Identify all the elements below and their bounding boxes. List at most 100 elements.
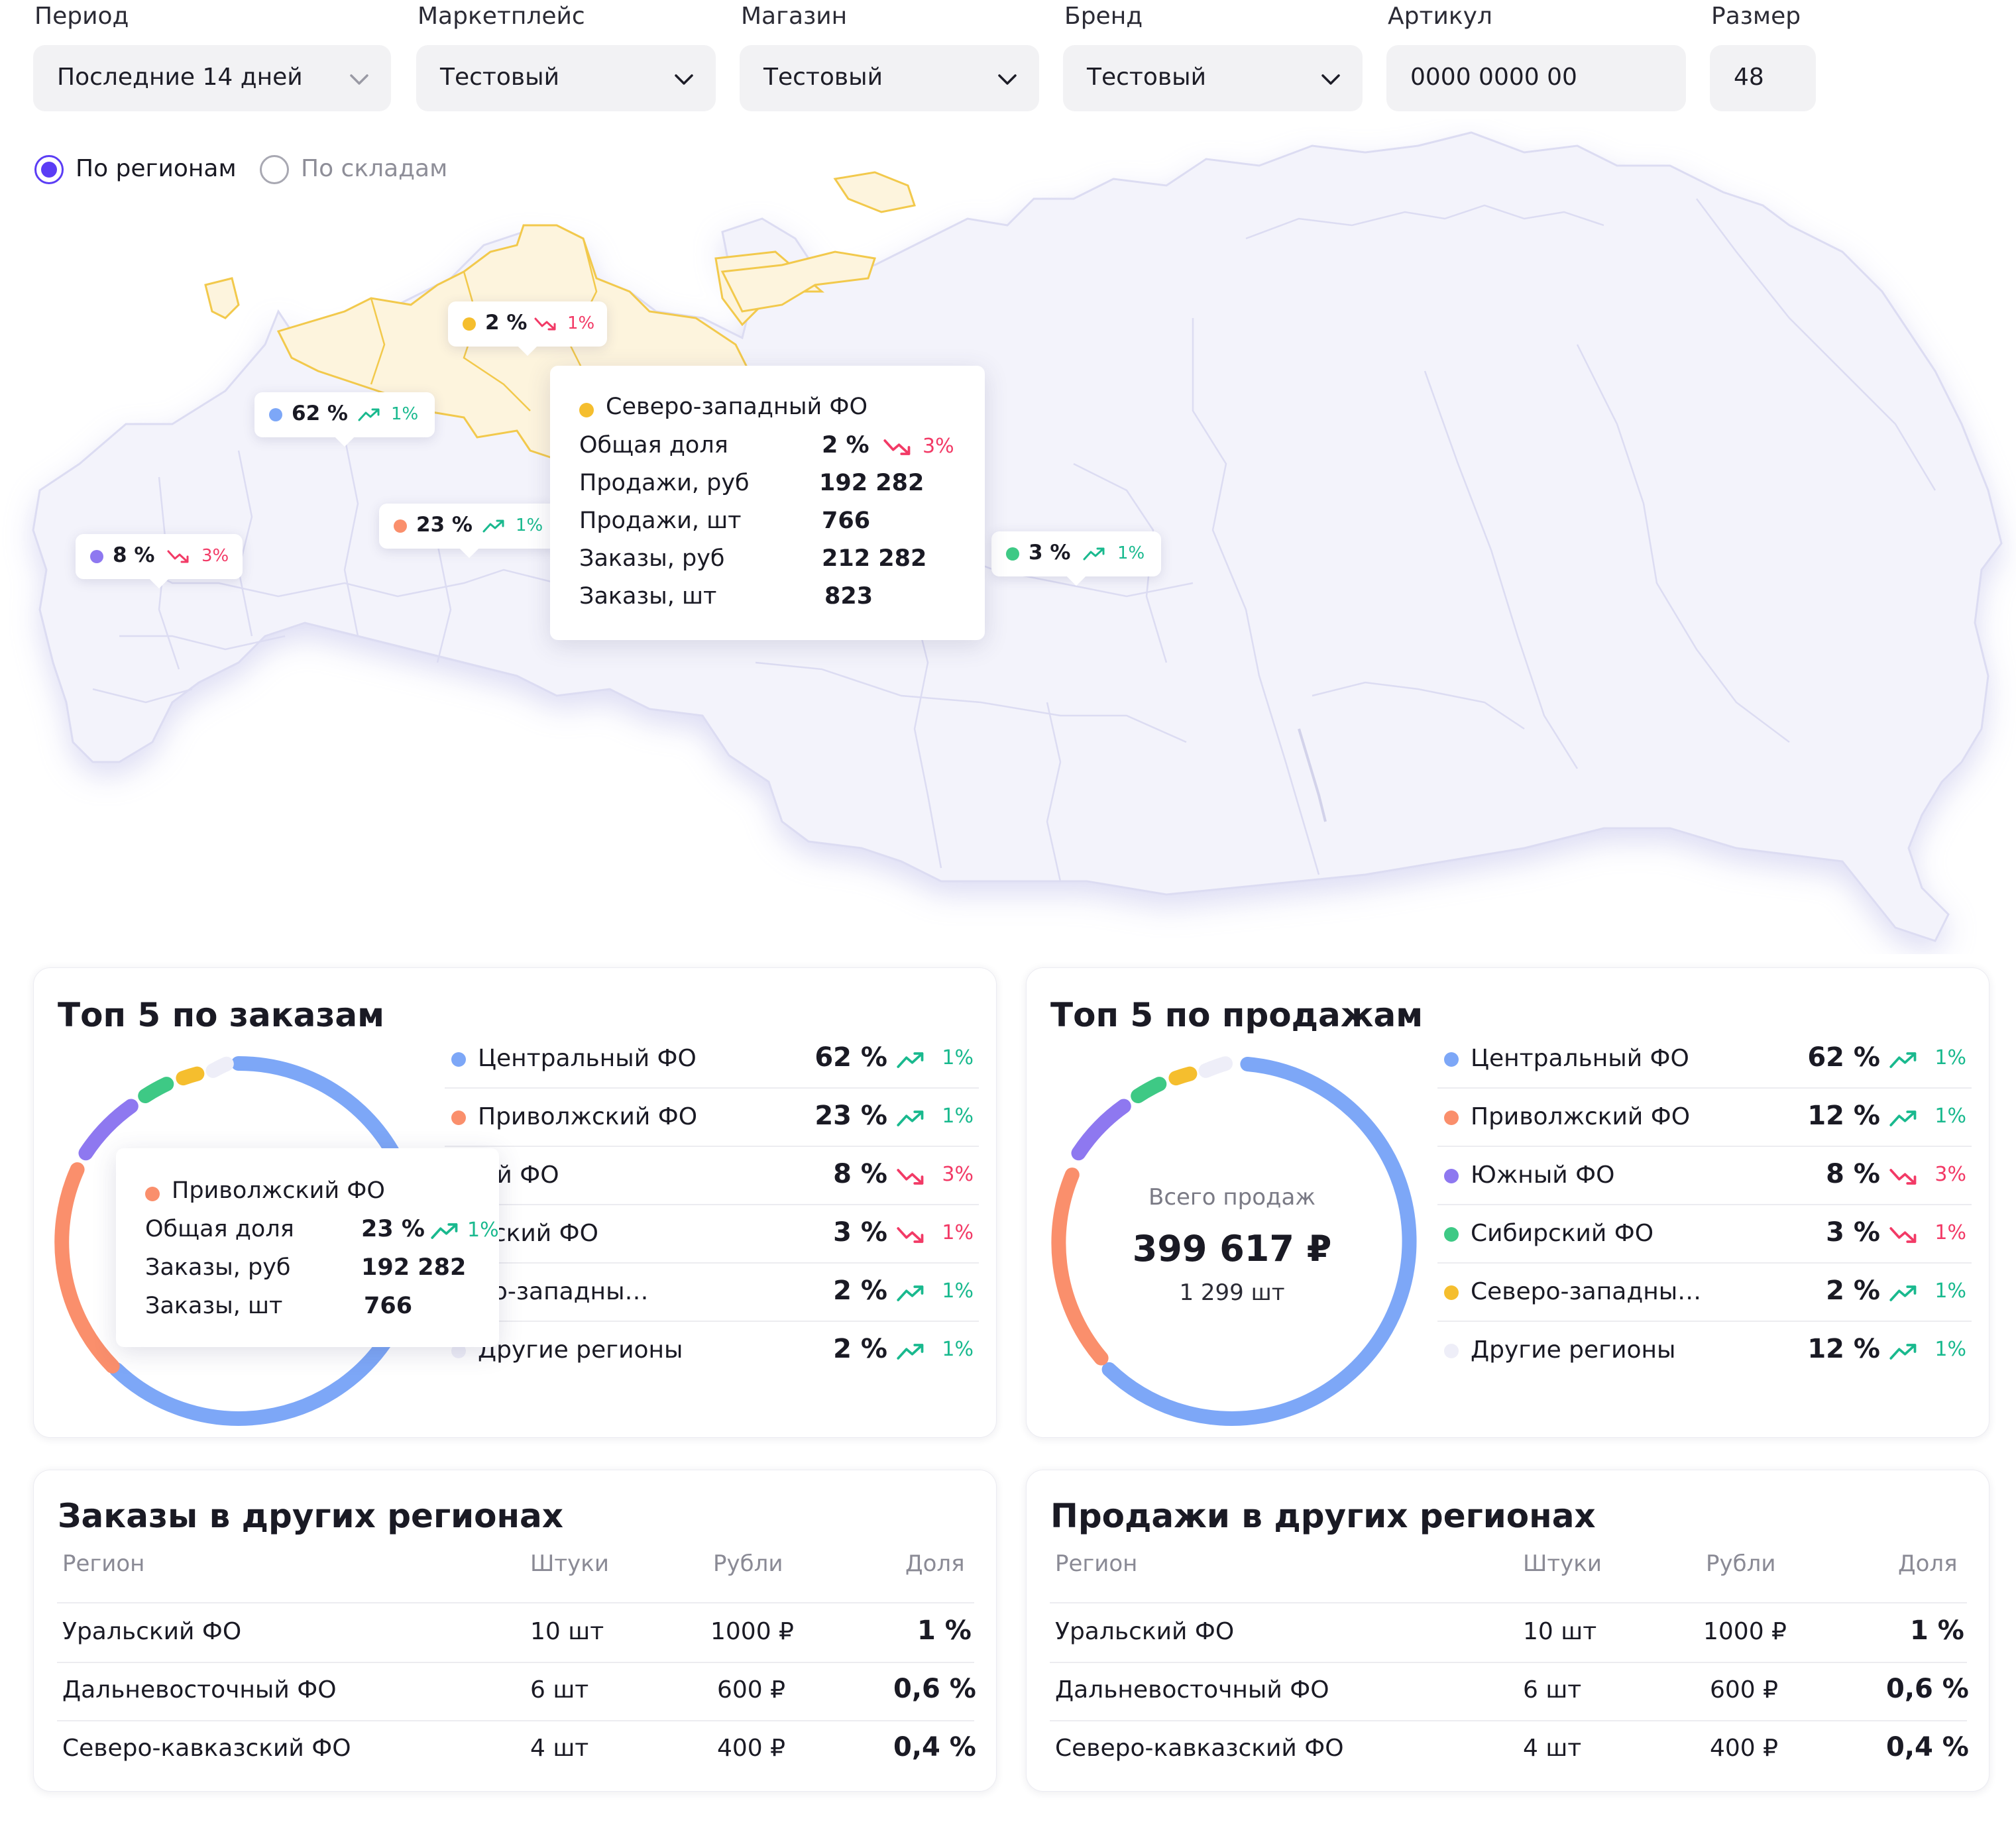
table-cell-share: 0,4 % bbox=[1886, 1732, 1969, 1762]
list-item[interactable]: Приволжский ФО 12 % 1% bbox=[1437, 1089, 1972, 1147]
map-pin-south[interactable]: 8 % 3% bbox=[76, 534, 243, 579]
region-share: 62 % bbox=[1807, 1042, 1880, 1073]
table-cell-region: Уральский ФО bbox=[1055, 1618, 1235, 1645]
card-title: Топ 5 по заказам bbox=[58, 996, 385, 1034]
store-select[interactable]: Тестовый bbox=[740, 45, 1039, 111]
donut-segment-south[interactable] bbox=[1071, 1099, 1131, 1161]
region-name: Северо-западны… bbox=[1471, 1278, 1702, 1305]
size-input[interactable]: 48 bbox=[1710, 45, 1816, 111]
donut-segment-other[interactable] bbox=[1198, 1056, 1233, 1078]
list-item[interactable]: Сибирский ФО 3 % 1% bbox=[1437, 1205, 1972, 1264]
region-novaya-zemlya[interactable] bbox=[720, 250, 876, 313]
region-delta: 1% bbox=[1934, 1279, 1966, 1303]
pin-value: 3 % bbox=[1029, 541, 1071, 565]
list-item[interactable]: Северо-западны… 2 % 1% bbox=[1437, 1264, 1972, 1322]
trend-down-icon bbox=[534, 317, 556, 331]
tooltip-value: 766 bbox=[364, 1293, 413, 1319]
trend-up-icon bbox=[482, 519, 504, 533]
card-orders-other-regions: Заказы в других регионах bbox=[33, 1470, 997, 1792]
legend-dot bbox=[1444, 1344, 1459, 1358]
chevron-down-icon bbox=[1321, 74, 1340, 85]
tooltip-value: 192 282 bbox=[819, 470, 924, 496]
article-input[interactable]: 0000 0000 00 bbox=[1386, 45, 1686, 111]
trend-down-icon bbox=[167, 550, 189, 563]
table-cell-share: 1 % bbox=[917, 1615, 972, 1646]
tooltip-title: Северо-западный ФО bbox=[606, 394, 868, 420]
region-share: 2 % bbox=[1826, 1275, 1880, 1306]
tooltip-share-label: Общая доля bbox=[579, 432, 728, 459]
donut-segment-north-west[interactable] bbox=[176, 1066, 205, 1086]
region-delta: 1% bbox=[942, 1046, 974, 1069]
list-item[interactable]: Центральный ФО 62 % 1% bbox=[1437, 1030, 1972, 1089]
donut-segment-central-lower[interactable] bbox=[109, 1321, 401, 1426]
table-cell-rubles: 600 ₽ bbox=[1710, 1676, 1779, 1704]
table-header-share: Доля bbox=[1898, 1550, 1958, 1577]
table-cell-units: 6 шт bbox=[530, 1676, 589, 1704]
list-item[interactable]: ый ФО 8 % 3% bbox=[445, 1147, 979, 1205]
table-cell-rubles: 400 ₽ bbox=[1710, 1735, 1779, 1762]
table-divider bbox=[57, 1662, 974, 1663]
list-item[interactable]: Другие регионы 2 % 1% bbox=[445, 1322, 979, 1380]
radio-by-regions-label: По регионам bbox=[76, 155, 237, 182]
filter-marketplace-label: Маркетплейс bbox=[418, 3, 585, 30]
tooltip-share-value: 2 % bbox=[822, 432, 869, 459]
map-pin-north-west[interactable]: 2 % 1% bbox=[448, 301, 607, 347]
radio-by-regions-indicator[interactable] bbox=[34, 155, 64, 184]
table-cell-region: Северо-кавказский ФО bbox=[62, 1735, 351, 1762]
radio-by-warehouses-indicator[interactable] bbox=[260, 155, 289, 184]
table-cell-region: Дальневосточный ФО bbox=[1055, 1676, 1329, 1704]
table-cell-units: 10 шт bbox=[530, 1618, 604, 1645]
list-item[interactable]: Другие регионы 12 % 1% bbox=[1437, 1322, 1972, 1380]
region-name: Другие регионы bbox=[1471, 1336, 1676, 1364]
region-name: Другие регионы bbox=[478, 1336, 683, 1364]
tooltip-share-delta: 3% bbox=[923, 435, 954, 458]
table-header-rubles: Рубли bbox=[1706, 1550, 1776, 1577]
filters-bar: Период Последние 14 дней Маркетплейс Тес… bbox=[0, 0, 2016, 113]
region-name: Приволжский ФО bbox=[1471, 1103, 1691, 1130]
map-pin-volga[interactable]: 23 % 1% bbox=[379, 504, 559, 549]
period-select[interactable]: Последние 14 дней bbox=[33, 45, 391, 111]
size-value: 48 bbox=[1734, 64, 1764, 91]
donut-tooltip: Приволжский ФО Общая доля 23 % 1% Заказы… bbox=[116, 1148, 499, 1347]
region-name: ро-западны… bbox=[478, 1278, 649, 1305]
list-item[interactable]: Южный ФО 8 % 3% bbox=[1437, 1147, 1972, 1205]
table-cell-units: 10 шт bbox=[1523, 1618, 1597, 1645]
list-item[interactable]: Приволжский ФО 23 % 1% bbox=[445, 1089, 979, 1147]
tooltip-title: Приволжский ФО bbox=[172, 1177, 385, 1204]
region-franz-josef-land[interactable] bbox=[833, 171, 916, 213]
region-delta: 1% bbox=[942, 1279, 974, 1303]
donut-segment-north-west[interactable] bbox=[1168, 1066, 1198, 1086]
donut-segment-other[interactable] bbox=[205, 1056, 234, 1078]
region-delta: 1% bbox=[942, 1105, 974, 1128]
donut-segment-south[interactable] bbox=[78, 1099, 139, 1161]
table-divider bbox=[57, 1720, 974, 1721]
donut-segment-siberia[interactable] bbox=[138, 1077, 174, 1103]
legend-dot bbox=[1444, 1052, 1459, 1067]
map-pin-central[interactable]: 62 % 1% bbox=[254, 392, 435, 437]
donut-segment-volga[interactable] bbox=[1051, 1167, 1109, 1366]
donut-segment-siberia[interactable] bbox=[1131, 1077, 1167, 1103]
table-cell-region: Северо-кавказский ФО bbox=[1055, 1735, 1344, 1762]
list-item[interactable]: ро-западны… 2 % 1% bbox=[445, 1264, 979, 1322]
marketplace-select[interactable]: Тестовый bbox=[416, 45, 716, 111]
sales-donut-chart bbox=[1051, 1056, 1417, 1426]
list-item[interactable]: Центральный ФО 62 % 1% bbox=[445, 1030, 979, 1089]
brand-select[interactable]: Тестовый bbox=[1063, 45, 1363, 111]
card-title: Топ 5 по продажам bbox=[1050, 996, 1424, 1034]
legend-dot bbox=[451, 1344, 466, 1358]
trend-up-icon bbox=[1889, 1285, 1917, 1301]
pin-dot bbox=[463, 317, 476, 331]
region-share: 8 % bbox=[833, 1159, 887, 1189]
trend-down-icon bbox=[897, 1169, 924, 1185]
table-header-units: Штуки bbox=[530, 1550, 609, 1577]
region-kaliningrad[interactable] bbox=[204, 277, 240, 319]
donut-segment-volga[interactable] bbox=[54, 1162, 120, 1374]
trend-up-icon bbox=[1889, 1344, 1917, 1360]
map-pin-siberia[interactable]: 3 % 1% bbox=[991, 531, 1161, 576]
table-header-units: Штуки bbox=[1523, 1550, 1602, 1577]
region-delta: 1% bbox=[1934, 1338, 1966, 1361]
donut-segment-central[interactable] bbox=[1101, 1057, 1417, 1426]
marketplace-value: Тестовый bbox=[440, 64, 559, 91]
list-item[interactable]: рский ФО 3 % 1% bbox=[445, 1205, 979, 1264]
region-delta: 3% bbox=[942, 1163, 974, 1186]
